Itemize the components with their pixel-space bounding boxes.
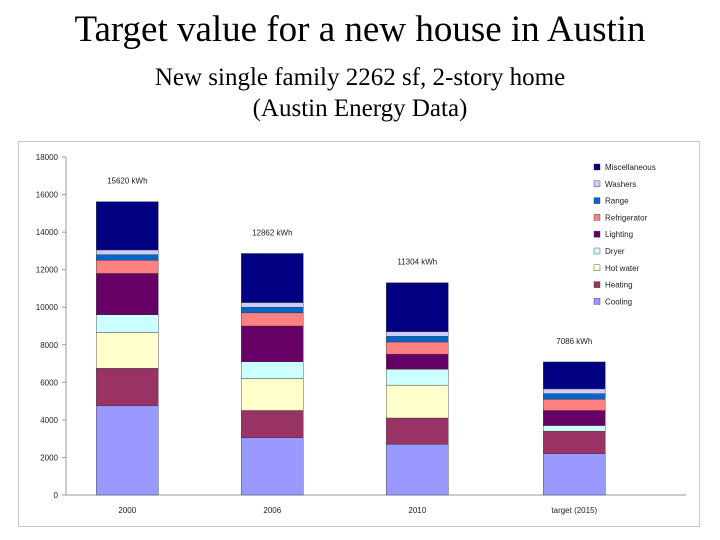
- legend-label: Range: [605, 197, 629, 206]
- y-tick-label: 4000: [40, 416, 58, 425]
- bar-segment-washers: [543, 388, 606, 394]
- x-tick-label: target (2015): [551, 506, 597, 515]
- bar-segment-refrigerator: [386, 341, 449, 355]
- x-tick-label: 2000: [118, 506, 136, 515]
- legend-swatch: [593, 281, 601, 288]
- legend-label: Heating: [605, 281, 633, 290]
- legend-swatch: [593, 180, 601, 187]
- bar-segment-lighting: [96, 273, 159, 315]
- bar-segment-refrigerator: [241, 312, 304, 327]
- bar-segment-range: [241, 307, 304, 314]
- legend-label: Dryer: [605, 247, 625, 256]
- slide-subtitle-line2: (Austin Energy Data): [252, 95, 468, 122]
- y-tick-label: 14000: [36, 228, 59, 237]
- bar-segment-range: [96, 254, 159, 261]
- bar-segment-refrigerator: [96, 260, 159, 274]
- y-tick-label: 2000: [40, 453, 58, 462]
- bar-total-label: 7086 kWh: [556, 337, 592, 346]
- bar-total-label: 11304 kWh: [397, 258, 437, 267]
- bar-segment-cooling: [543, 453, 606, 496]
- y-tick-label: 12000: [36, 266, 59, 275]
- bar-total-label: 12862 kWh: [252, 228, 292, 237]
- bar-segment-washers: [241, 302, 304, 308]
- bar-segment-dryer: [543, 425, 606, 432]
- legend-swatch: [593, 298, 601, 305]
- bar-segment-cooling: [96, 405, 159, 496]
- bar-segment-range: [543, 393, 606, 400]
- bar-total-label: 15620 kWh: [107, 177, 147, 186]
- bar-segment-miscellaneous: [241, 253, 304, 303]
- slide-subtitle-line1: New single family 2262 sf, 2-story home: [154, 64, 566, 91]
- bar-segment-dryer: [386, 368, 449, 386]
- legend-label: Hot water: [605, 264, 640, 273]
- y-tick-label: 6000: [40, 378, 58, 387]
- legend-label: Miscellaneous: [605, 163, 656, 172]
- bar-segment-hot-water: [96, 332, 159, 369]
- bar-segment-lighting: [543, 410, 606, 426]
- bar-segment-lighting: [241, 325, 304, 362]
- bar-segment-dryer: [241, 361, 304, 379]
- legend-label: Refrigerator: [605, 213, 648, 222]
- legend-swatch: [593, 163, 601, 171]
- bar-segment-miscellaneous: [96, 201, 159, 251]
- stacked-bar-chart: 0 2000 4000 6000 8000 10000 12000 14000 16000 180…: [18, 141, 700, 527]
- x-tick-label: 2006: [263, 506, 281, 515]
- x-tick-label: 2010: [408, 506, 426, 515]
- legend-swatch: [593, 247, 601, 255]
- legend-swatch: [593, 214, 601, 221]
- bar-segment-heating: [241, 410, 304, 438]
- y-tick-label: 0: [54, 491, 59, 500]
- legend-swatch: [593, 230, 601, 238]
- bar-segment-hot-water: [241, 378, 304, 411]
- bar-segment-range: [386, 336, 449, 343]
- slide-title: Target value for a new house in Austin: [74, 9, 646, 50]
- y-tick-label: 8000: [40, 341, 58, 350]
- legend-label: Washers: [605, 180, 636, 189]
- legend-label: Cooling: [605, 297, 632, 306]
- bar-segment-cooling: [241, 437, 304, 496]
- bar-segment-hot-water: [386, 384, 449, 419]
- y-tick-label: 18000: [36, 153, 59, 162]
- legend-swatch: [593, 264, 601, 272]
- bar-segment-washers: [96, 249, 159, 255]
- legend-label: Lighting: [605, 230, 633, 239]
- y-tick-label: 10000: [36, 303, 59, 312]
- bar-segment-miscellaneous: [386, 282, 449, 332]
- bar-segment-cooling: [386, 444, 449, 496]
- bar-segment-washers: [386, 331, 449, 337]
- bar-segment-miscellaneous: [543, 361, 606, 390]
- bar-segment-heating: [543, 430, 606, 454]
- y-tick-label: 16000: [36, 191, 59, 200]
- bar-segment-lighting: [386, 353, 449, 370]
- bar-segment-heating: [96, 368, 159, 407]
- legend-swatch: [593, 197, 601, 204]
- bar-segment-dryer: [96, 314, 159, 333]
- bar-segment-refrigerator: [543, 399, 606, 411]
- bar-segment-heating: [386, 417, 449, 445]
